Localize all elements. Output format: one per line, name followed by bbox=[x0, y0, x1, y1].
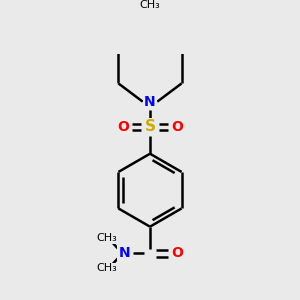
Text: O: O bbox=[171, 246, 183, 260]
Text: CH₃: CH₃ bbox=[140, 0, 160, 10]
Text: N: N bbox=[144, 95, 156, 109]
Text: CH₃: CH₃ bbox=[96, 263, 117, 273]
Text: N: N bbox=[119, 246, 130, 260]
Text: S: S bbox=[145, 119, 155, 134]
Text: O: O bbox=[171, 120, 183, 134]
Text: CH₃: CH₃ bbox=[96, 233, 117, 243]
Text: O: O bbox=[117, 120, 129, 134]
